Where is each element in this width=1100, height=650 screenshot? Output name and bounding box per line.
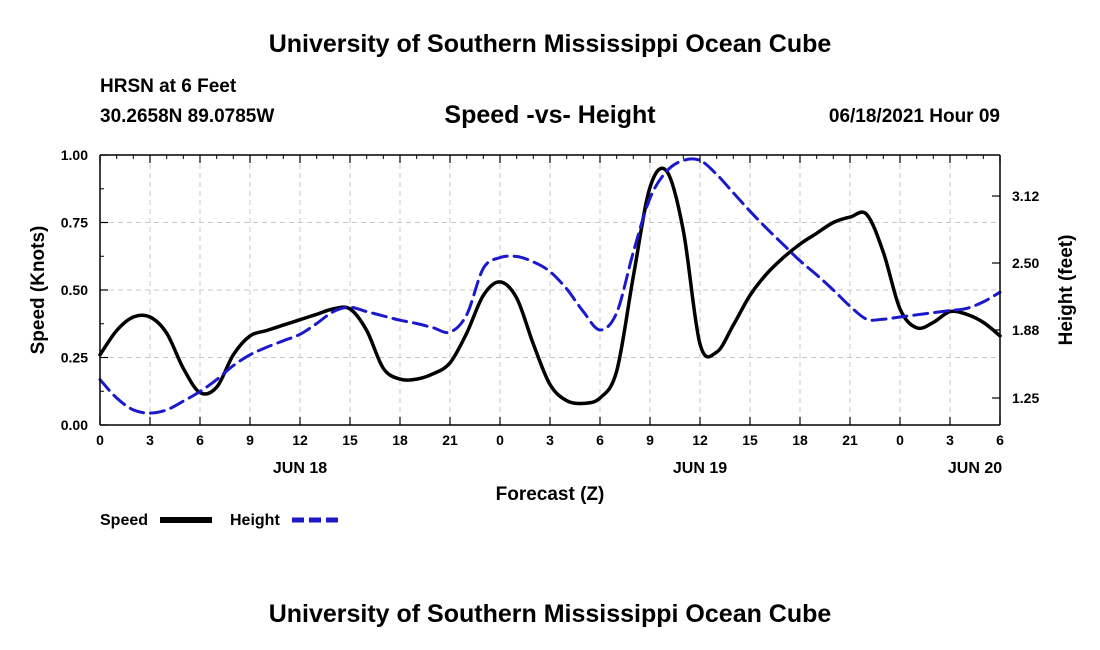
y2-tick-label: 1.25 <box>1012 390 1039 406</box>
y2-axis-title: Height (feet) <box>1056 235 1077 346</box>
x-tick-label: 3 <box>946 432 954 448</box>
date-label: JUN 20 <box>948 460 1002 477</box>
x-tick-label: 3 <box>546 432 554 448</box>
chart-title: Speed -vs- Height <box>444 101 656 129</box>
x-tick-label: 6 <box>996 432 1004 448</box>
x-tick-label: 15 <box>742 432 758 448</box>
x-tick-label: 6 <box>196 432 204 448</box>
series-line-height <box>98 157 1002 415</box>
series-layer <box>98 157 1002 415</box>
x-tick-label: 21 <box>442 432 458 448</box>
x-tick-label: 0 <box>496 432 504 448</box>
station-coordinates: 30.2658N 89.0785W <box>100 106 275 127</box>
x-tick-label: 9 <box>646 432 654 448</box>
legend: Speed Height <box>100 512 342 529</box>
x-tick-label: 18 <box>792 432 808 448</box>
y2-tick-label: 3.12 <box>1012 188 1039 204</box>
series-line-speed <box>98 166 1002 406</box>
footer-title: University of Southern Mississippi Ocean… <box>268 600 832 628</box>
date-label: JUN 19 <box>673 460 727 477</box>
y-tick-label: 0.25 <box>61 350 88 366</box>
x-axis-title: Forecast (Z) <box>496 484 605 505</box>
axes <box>99 154 1001 426</box>
y-tick-label: 0.00 <box>61 417 88 433</box>
forecast-datetime: 06/18/2021 Hour 09 <box>828 106 1000 127</box>
station-name: HRSN at 6 Feet <box>100 76 237 97</box>
x-tick-label: 3 <box>146 432 154 448</box>
x-tick-label: 0 <box>896 432 904 448</box>
date-label: JUN 18 <box>273 460 327 477</box>
grid <box>100 155 1000 425</box>
page-title: University of Southern Mississippi Ocean… <box>268 30 832 58</box>
y2-tick-label: 2.50 <box>1012 255 1039 271</box>
tick-labels: 0 3 6 9 12 15 18 21 0 3 6 9 12 15 18 21 0 3 6 JUN 18 JUN 19 J… <box>61 147 1040 477</box>
x-tick-label: 12 <box>292 432 308 448</box>
x-tick-label: 15 <box>342 432 358 448</box>
x-tick-label: 9 <box>246 432 254 448</box>
legend-height-label: Height <box>230 512 280 529</box>
y2-tick-label: 1.88 <box>1012 322 1039 338</box>
y-tick-label: 0.75 <box>61 215 88 231</box>
y-tick-label: 0.50 <box>61 282 88 298</box>
legend-speed-label: Speed <box>100 512 148 529</box>
x-tick-label: 0 <box>96 432 104 448</box>
y-axis-title: Speed (Knots) <box>28 226 49 355</box>
x-tick-label: 12 <box>692 432 708 448</box>
x-tick-label: 21 <box>842 432 858 448</box>
x-tick-label: 18 <box>392 432 408 448</box>
y-tick-label: 1.00 <box>61 147 88 163</box>
x-tick-label: 6 <box>596 432 604 448</box>
